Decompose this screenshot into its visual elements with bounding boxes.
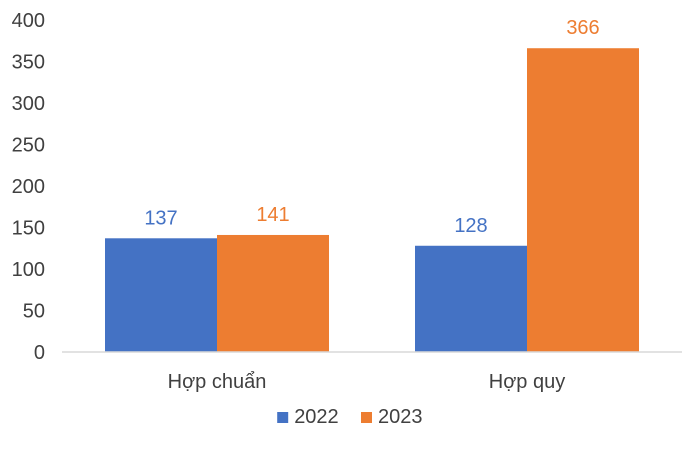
legend-swatch-2022 — [277, 412, 289, 423]
category-labels: Hợp chuẩn Hợp quy — [168, 371, 566, 393]
legend-swatch-2023 — [361, 412, 372, 423]
category-label: Hợp quy — [489, 371, 565, 393]
y-tick-label: 250 — [12, 135, 45, 157]
y-tick-label: 300 — [12, 93, 45, 115]
bars — [105, 48, 639, 352]
data-label: 366 — [566, 17, 599, 39]
y-tick-label: 150 — [12, 218, 45, 240]
legend: 2022 2023 — [277, 406, 423, 428]
data-label: 141 — [256, 204, 289, 226]
y-tick-label: 400 — [12, 10, 45, 32]
y-tick-label: 50 — [23, 301, 45, 323]
bar-2023-2 — [527, 48, 639, 352]
data-labels: 137 141 128 366 — [144, 17, 599, 237]
data-label: 128 — [454, 215, 487, 237]
bar-2022-2 — [415, 245, 527, 352]
bar-2022-1 — [105, 238, 217, 352]
y-tick-label: 200 — [12, 176, 45, 198]
legend-label: 2022 — [294, 406, 339, 428]
y-tick-label: 350 — [12, 52, 45, 74]
y-tick-label: 0 — [34, 342, 45, 364]
bar-2023-1 — [217, 234, 329, 352]
legend-label: 2023 — [378, 406, 423, 428]
data-label: 137 — [144, 207, 177, 229]
category-label: Hợp chuẩn — [168, 371, 267, 393]
y-axis-tick-labels: 0 50 100 150 200 250 300 350 400 — [12, 10, 45, 364]
y-tick-label: 100 — [12, 259, 45, 281]
